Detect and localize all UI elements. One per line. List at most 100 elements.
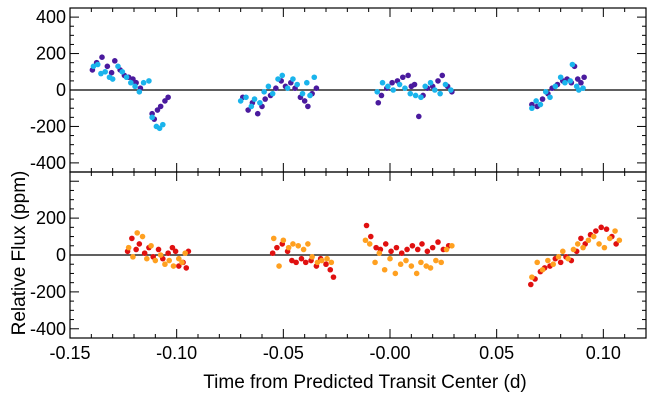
data-point <box>552 83 559 90</box>
data-point <box>270 235 277 242</box>
data-point <box>125 244 132 251</box>
x-tick-label: -0.00 <box>369 343 410 363</box>
data-point <box>363 222 370 229</box>
data-point <box>112 58 118 64</box>
data-point <box>284 85 291 91</box>
data-point <box>375 99 382 106</box>
x-tick-label: -0.15 <box>49 343 90 363</box>
data-point <box>387 255 393 262</box>
data-point <box>435 78 441 84</box>
data-point <box>139 233 146 240</box>
data-point <box>379 79 386 86</box>
data-point <box>570 246 577 253</box>
data-point <box>578 79 584 86</box>
data-point <box>132 83 138 90</box>
y-tick-label: 0 <box>56 245 66 265</box>
data-point <box>542 89 549 95</box>
data-point <box>104 63 111 70</box>
y-axis-title: Relative Flux (ppm) <box>9 171 30 336</box>
data-point <box>327 266 334 273</box>
data-point <box>392 270 399 277</box>
data-point <box>102 68 108 75</box>
y-tick-label: 400 <box>36 7 66 27</box>
data-point <box>314 259 321 266</box>
data-point <box>539 96 546 102</box>
data-point <box>160 121 166 128</box>
data-point <box>90 63 97 70</box>
data-point <box>533 98 539 104</box>
y-tick-label: 0 <box>56 80 66 100</box>
data-point <box>157 252 164 258</box>
data-point <box>603 226 610 232</box>
data-point <box>140 79 147 86</box>
data-point <box>424 248 431 255</box>
data-point <box>328 259 335 266</box>
data-point <box>115 63 121 70</box>
data-point <box>311 74 318 81</box>
data-point <box>400 74 406 81</box>
data-point <box>273 85 279 91</box>
data-point <box>408 263 415 269</box>
data-point <box>302 259 309 266</box>
data-point <box>275 76 281 82</box>
data-point <box>574 76 581 82</box>
data-point <box>418 259 424 266</box>
panel-top: -400 -200 0 200 400 <box>30 7 647 173</box>
data-point <box>557 259 564 266</box>
data-point <box>372 259 378 266</box>
data-point <box>449 242 455 249</box>
data-point <box>580 85 586 91</box>
data-point <box>130 254 136 260</box>
data-point <box>313 85 320 91</box>
data-point <box>274 244 280 251</box>
data-point <box>580 244 586 251</box>
y-tick-label: -400 <box>30 319 66 339</box>
data-point <box>576 87 582 93</box>
data-point <box>539 266 546 273</box>
data-point <box>182 250 188 256</box>
data-point <box>409 242 416 249</box>
data-point <box>374 89 381 95</box>
data-point <box>301 98 308 104</box>
data-point <box>146 78 152 84</box>
x-tick-label: 0.05 <box>479 343 514 363</box>
data-point <box>162 261 168 268</box>
data-point <box>170 263 177 269</box>
x-axis-title: Time from Predicted Transit Center (d) <box>203 372 526 393</box>
data-point <box>529 274 535 280</box>
data-point <box>98 70 104 77</box>
data-point <box>176 263 182 269</box>
data-point <box>389 79 395 86</box>
data-point <box>596 241 602 247</box>
data-point <box>248 103 255 110</box>
data-point <box>437 90 443 97</box>
panel-bottom: -400 -200 0 200 -0.15 -0.10 -0.05 -0.00 0.05 0.10 <box>30 171 647 363</box>
data-point <box>414 246 421 253</box>
data-point <box>427 79 434 86</box>
data-point <box>109 76 116 82</box>
data-point <box>304 79 310 86</box>
data-point <box>569 61 576 68</box>
data-point <box>390 87 397 93</box>
x-tick-label: -0.05 <box>263 343 304 363</box>
data-point <box>612 228 618 234</box>
data-point <box>423 263 430 269</box>
data-point <box>396 81 403 88</box>
data-point <box>574 241 581 247</box>
data-point <box>528 281 534 288</box>
data-point <box>435 239 441 245</box>
data-point <box>562 79 568 86</box>
data-point <box>547 94 553 101</box>
data-point <box>305 103 311 110</box>
data-point <box>416 113 422 120</box>
data-point <box>183 265 190 271</box>
x-tick-label: -0.10 <box>156 343 197 363</box>
data-point <box>537 101 544 108</box>
data-point <box>251 96 258 102</box>
data-point <box>404 246 410 253</box>
data-point <box>280 237 287 244</box>
data-point <box>136 241 143 247</box>
data-point <box>534 259 540 266</box>
data-point <box>585 237 592 244</box>
